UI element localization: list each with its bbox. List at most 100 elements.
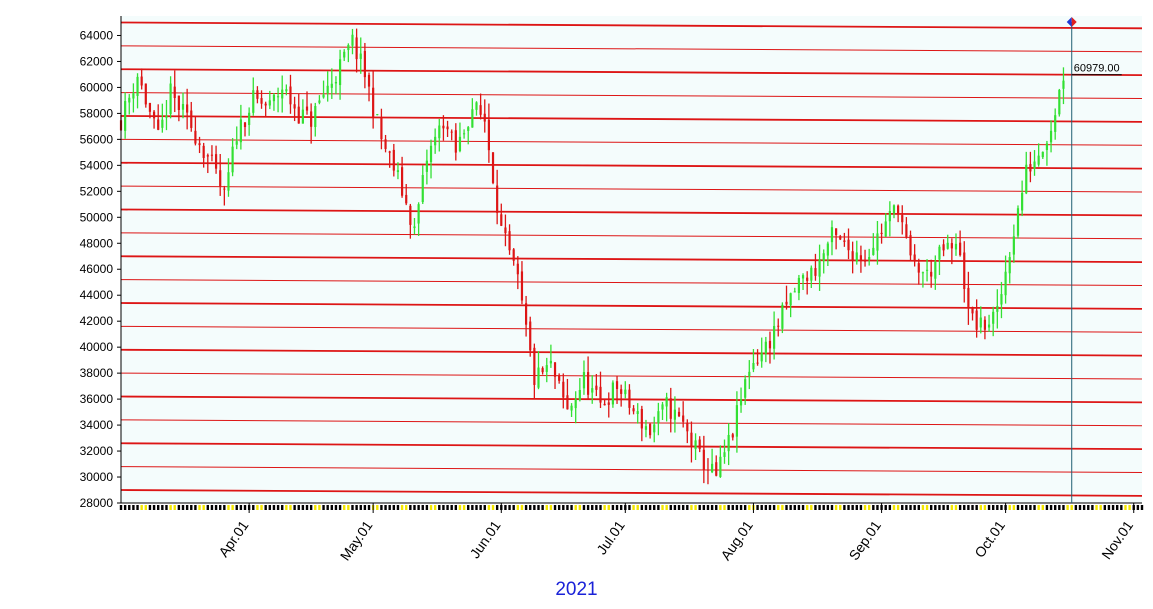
candle-body xyxy=(983,319,987,330)
x-day-tick xyxy=(888,505,892,510)
x-day-tick xyxy=(797,505,801,510)
candle-body xyxy=(384,139,387,149)
x-day-tick xyxy=(996,505,999,510)
candle-body xyxy=(392,149,395,171)
candle-body xyxy=(194,130,197,144)
candle-body xyxy=(946,242,949,249)
channel-line xyxy=(120,255,1143,263)
x-day-tick xyxy=(524,505,528,510)
candle-body xyxy=(318,100,321,103)
candle-body xyxy=(942,244,945,251)
candle-body xyxy=(516,263,519,275)
candle-body xyxy=(901,215,904,223)
x-day-tick xyxy=(425,505,429,510)
x-day-tick xyxy=(235,505,238,510)
candle-body xyxy=(252,90,255,113)
candle-body xyxy=(603,403,606,406)
candle-body xyxy=(533,347,536,385)
x-day-tick xyxy=(347,505,350,510)
candle-body xyxy=(462,133,466,135)
candle-body xyxy=(148,103,152,112)
candle-body xyxy=(711,463,714,473)
x-day-tick xyxy=(123,505,127,510)
cursor-marker-icon xyxy=(1066,17,1072,27)
x-day-tick xyxy=(421,505,424,510)
x-day-tick xyxy=(731,505,734,510)
candle-body xyxy=(752,362,755,370)
x-day-tick xyxy=(495,505,499,510)
candle-body xyxy=(624,389,627,395)
x-day-tick xyxy=(433,505,437,510)
x-day-tick xyxy=(157,505,160,510)
x-day-tick xyxy=(826,505,830,510)
candle-body xyxy=(1004,271,1007,296)
x-day-tick xyxy=(487,505,491,510)
candle-body xyxy=(847,239,850,251)
x-day-tick xyxy=(851,505,854,510)
candle-body xyxy=(351,34,354,46)
x-day-tick xyxy=(905,505,908,510)
candle-body xyxy=(954,243,958,250)
candle-body xyxy=(934,262,937,279)
candle-body xyxy=(541,368,544,373)
candle-body xyxy=(777,325,780,327)
candle-body xyxy=(963,252,966,289)
x-day-tick xyxy=(971,505,974,510)
candle-body xyxy=(219,170,222,187)
x-day-tick xyxy=(231,505,234,510)
candle-body xyxy=(843,240,846,242)
x-day-tick xyxy=(549,505,553,510)
candle-body xyxy=(677,411,681,417)
candle-body xyxy=(1016,208,1020,236)
candle-body xyxy=(471,109,474,128)
x-day-tick xyxy=(1087,505,1090,510)
candle-body xyxy=(359,53,362,59)
y-tick-label: 52000 xyxy=(80,184,114,198)
candle-body xyxy=(806,277,809,281)
candle-body xyxy=(971,307,974,314)
x-day-tick xyxy=(867,505,871,510)
x-day-tick xyxy=(508,505,511,510)
candle-body xyxy=(735,405,739,437)
x-day-tick xyxy=(330,505,334,510)
candle-body xyxy=(285,89,288,92)
candle-body xyxy=(615,381,619,390)
candle-body xyxy=(748,371,751,377)
x-day-tick xyxy=(929,505,933,510)
candle-body xyxy=(578,389,581,401)
x-day-tick xyxy=(872,505,875,510)
candle-body xyxy=(801,275,805,279)
candle-body xyxy=(438,125,441,139)
y-tick-label: 32000 xyxy=(80,444,114,458)
channel-line xyxy=(120,232,1143,240)
candle-body xyxy=(599,386,602,403)
x-day-tick xyxy=(913,505,916,510)
x-day-tick xyxy=(644,505,648,510)
candle-body xyxy=(975,310,978,330)
x-day-tick xyxy=(760,505,763,510)
x-day-tick xyxy=(355,505,358,510)
x-day-tick xyxy=(967,505,970,510)
x-day-tick xyxy=(305,505,309,510)
x-day-tick xyxy=(727,505,730,510)
candle-body xyxy=(157,119,160,130)
channel-line xyxy=(120,185,1143,193)
candle-body xyxy=(1008,257,1011,274)
candle-body xyxy=(549,360,552,364)
x-day-tick xyxy=(285,505,288,510)
candle-body xyxy=(611,382,614,405)
candle-body xyxy=(715,462,718,476)
x-day-tick xyxy=(946,505,949,510)
x-day-tick xyxy=(921,505,925,510)
x-day-tick xyxy=(541,505,544,510)
x-day-tick xyxy=(185,505,189,510)
x-day-tick xyxy=(1066,505,1069,510)
channel-line xyxy=(120,372,1143,380)
candle-body xyxy=(566,395,569,410)
x-day-tick xyxy=(909,505,912,510)
x-tick-label: Apr.01 xyxy=(215,517,251,560)
candle-body xyxy=(644,426,648,430)
x-day-tick xyxy=(177,505,181,510)
x-day-tick xyxy=(454,505,458,510)
candle-body xyxy=(310,111,313,127)
